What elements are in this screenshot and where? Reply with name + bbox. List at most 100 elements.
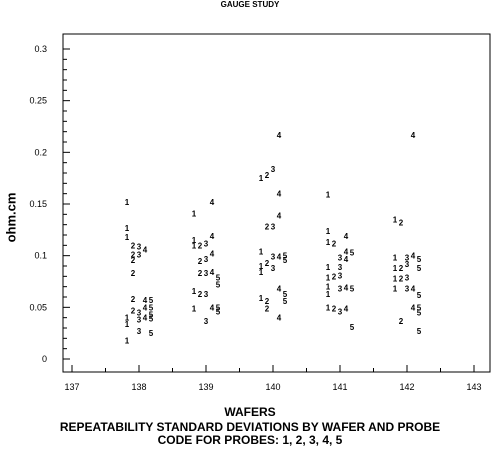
data-point-probe-4: 4 xyxy=(344,284,349,293)
data-point-probe-2: 2 xyxy=(265,259,270,268)
data-point-probe-5: 5 xyxy=(216,281,221,290)
data-point-probe-3: 3 xyxy=(204,255,209,264)
data-point-probe-4: 4 xyxy=(210,198,215,207)
x-axis-label: WAFERS xyxy=(224,405,276,419)
data-point-probe-4: 4 xyxy=(411,303,416,312)
y-tick-label: 0.3 xyxy=(34,44,47,54)
data-point-probe-2: 2 xyxy=(198,269,203,278)
data-point-probe-1: 1 xyxy=(192,241,197,250)
data-point-probe-3: 3 xyxy=(271,264,276,273)
data-point-probe-5: 5 xyxy=(350,285,355,294)
data-point-probe-4: 4 xyxy=(277,211,282,220)
data-point-probe-3: 3 xyxy=(405,285,410,294)
x-tick-label: 138 xyxy=(131,382,146,392)
y-tick-label: 0.2 xyxy=(34,147,47,157)
data-point-probe-4: 4 xyxy=(344,248,349,257)
data-point-probe-2: 2 xyxy=(265,223,270,232)
data-point-probe-4: 4 xyxy=(344,232,349,241)
data-point-probe-5: 5 xyxy=(149,303,154,312)
data-point-probe-2: 2 xyxy=(131,269,136,278)
data-point-probe-3: 3 xyxy=(137,251,142,260)
data-point-probe-1: 1 xyxy=(192,287,197,296)
data-point-probe-4: 4 xyxy=(411,131,416,140)
data-point-probe-1: 1 xyxy=(192,209,197,218)
data-point-probe-5: 5 xyxy=(350,249,355,258)
y-tick-label: 0.25 xyxy=(29,96,47,106)
data-point-probe-4: 4 xyxy=(143,314,148,323)
data-point-probe-1: 1 xyxy=(125,320,130,329)
x-tick-label: 139 xyxy=(198,382,213,392)
data-point-probe-5: 5 xyxy=(417,264,422,273)
data-point-probe-4: 4 xyxy=(143,245,148,254)
data-point-probe-1: 1 xyxy=(393,216,398,225)
data-point-probe-1: 1 xyxy=(125,224,130,233)
data-point-probe-1: 1 xyxy=(259,262,264,271)
data-point-probe-4: 4 xyxy=(277,314,282,323)
data-point-probe-1: 1 xyxy=(192,236,197,245)
data-point-probe-4: 4 xyxy=(411,285,416,294)
data-point-probe-3: 3 xyxy=(338,307,343,316)
y-tick-label: 0.1 xyxy=(34,251,47,261)
data-point-probe-5: 5 xyxy=(417,309,422,318)
data-point-probe-3: 3 xyxy=(271,223,276,232)
data-point-probe-2: 2 xyxy=(131,295,136,304)
data-point-probe-2: 2 xyxy=(198,257,203,266)
data-point-probe-2: 2 xyxy=(399,219,404,228)
data-point-probe-5: 5 xyxy=(216,307,221,316)
data-point-probe-3: 3 xyxy=(405,254,410,263)
data-point-probe-1: 1 xyxy=(326,263,331,272)
data-point-probe-1: 1 xyxy=(326,303,331,312)
data-point-probe-4: 4 xyxy=(210,232,215,241)
data-point-probe-3: 3 xyxy=(137,316,142,325)
chart-caption-line1: REPEATABILITY STANDARD DEVIATIONS BY WAF… xyxy=(59,420,441,434)
data-point-probe-1: 1 xyxy=(125,314,130,323)
data-point-probe-1: 1 xyxy=(259,174,264,183)
data-point-probe-3: 3 xyxy=(338,285,343,294)
y-tick-label: 0.05 xyxy=(29,302,47,312)
data-point-probe-2: 2 xyxy=(332,239,337,248)
data-point-probe-1: 1 xyxy=(326,273,331,282)
data-point-probe-5: 5 xyxy=(283,290,288,299)
data-point-probe-2: 2 xyxy=(198,241,203,250)
data-point-probe-3: 3 xyxy=(204,239,209,248)
data-point-probe-2: 2 xyxy=(265,171,270,180)
chart-caption-line2: CODE FOR PROBES: 1, 2, 3, 4, 5 xyxy=(157,433,343,447)
data-point-probe-4: 4 xyxy=(277,190,282,199)
data-point-probe-4: 4 xyxy=(210,250,215,259)
data-point-probe-5: 5 xyxy=(216,273,221,282)
data-point-probe-4: 4 xyxy=(143,296,148,305)
data-point-probe-5: 5 xyxy=(216,303,221,312)
data-point-probe-3: 3 xyxy=(338,271,343,280)
data-point-probe-3: 3 xyxy=(405,260,410,269)
data-point-probe-5: 5 xyxy=(283,256,288,265)
data-point-probe-5: 5 xyxy=(283,297,288,306)
data-point-probe-1: 1 xyxy=(393,264,398,273)
data-point-probe-3: 3 xyxy=(204,290,209,299)
data-point-probe-1: 1 xyxy=(326,227,331,236)
data-point-probe-2: 2 xyxy=(131,241,136,250)
data-point-probe-2: 2 xyxy=(332,272,337,281)
data-point-probe-2: 2 xyxy=(399,274,404,283)
data-point-probe-5: 5 xyxy=(149,315,154,324)
data-point-probe-5: 5 xyxy=(417,327,422,336)
data-point-probe-2: 2 xyxy=(131,306,136,315)
plot-frame xyxy=(62,33,491,373)
data-point-probe-1: 1 xyxy=(393,254,398,263)
data-point-probe-4: 4 xyxy=(210,268,215,277)
y-tick-label: 0.15 xyxy=(29,199,47,209)
data-point-probe-1: 1 xyxy=(125,198,130,207)
data-point-probe-1: 1 xyxy=(259,268,264,277)
data-point-probe-4: 4 xyxy=(277,285,282,294)
data-point-probe-1: 1 xyxy=(393,285,398,294)
x-tick-label: 141 xyxy=(332,382,347,392)
data-point-probe-2: 2 xyxy=(399,317,404,326)
data-point-probe-3: 3 xyxy=(271,165,276,174)
data-point-probe-3: 3 xyxy=(338,254,343,263)
data-point-probe-2: 2 xyxy=(131,256,136,265)
data-point-probe-5: 5 xyxy=(417,291,422,300)
data-point-probe-3: 3 xyxy=(271,253,276,262)
data-point-probe-2: 2 xyxy=(265,304,270,313)
data-point-probe-5: 5 xyxy=(350,323,355,332)
data-point-probe-1: 1 xyxy=(393,274,398,283)
